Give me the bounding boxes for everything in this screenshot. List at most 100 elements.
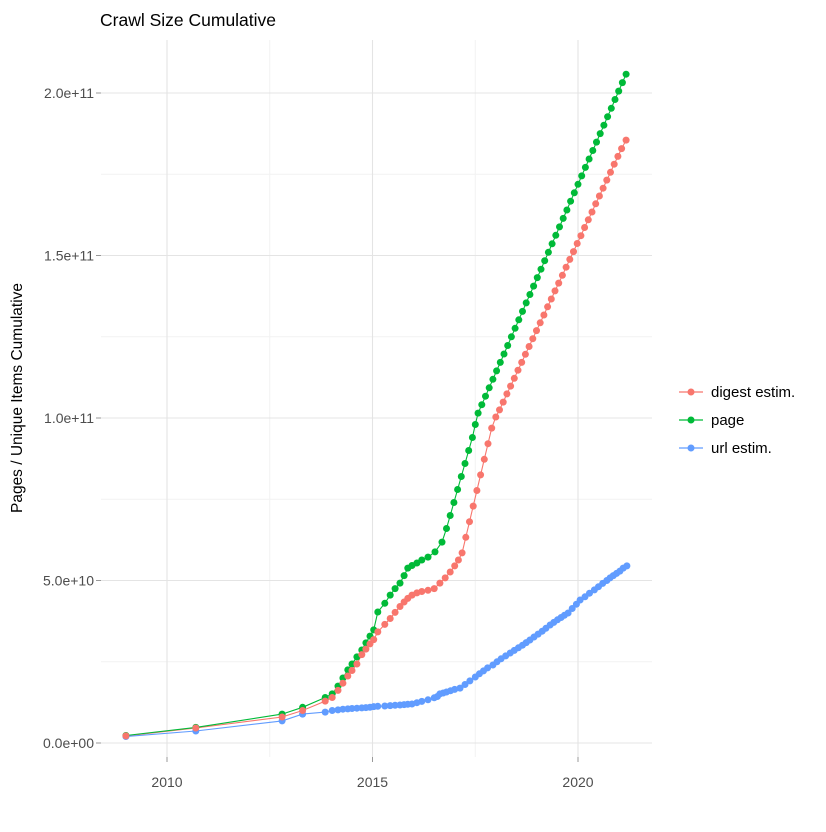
data-point (436, 579, 444, 587)
data-point (618, 79, 626, 87)
data-point (510, 374, 518, 382)
data-point (592, 200, 600, 208)
data-point (424, 696, 432, 704)
data-point (564, 609, 572, 617)
data-point (610, 160, 618, 168)
data-point (533, 327, 540, 335)
data-point (529, 335, 537, 343)
data-point (530, 282, 538, 290)
legend-key-icon (679, 388, 703, 396)
data-point (596, 130, 604, 138)
y-tick-label: 1.5e+11 (44, 248, 94, 264)
data-point (441, 574, 449, 582)
data-point (558, 271, 566, 279)
data-point (400, 572, 408, 580)
y-tick-label: 0.0e+00 (43, 735, 94, 751)
data-point (474, 409, 482, 417)
data-point (604, 113, 612, 121)
data-point (547, 295, 555, 303)
data-point (353, 660, 361, 668)
data-point (614, 152, 622, 160)
data-point (507, 333, 515, 341)
data-point (522, 299, 530, 307)
legend: digest estim. page url estim. (678, 378, 795, 462)
gridlines (101, 40, 652, 757)
data-point (344, 672, 352, 680)
data-point (588, 208, 596, 216)
data-point (607, 168, 614, 176)
data-point (593, 138, 600, 146)
data-point (469, 502, 477, 510)
data-point (456, 684, 464, 692)
data-point (386, 615, 394, 622)
series-line-digest-estim- (125, 139, 627, 737)
data-point (499, 398, 507, 406)
data-point (570, 189, 578, 197)
data-point (586, 589, 593, 597)
data-point (471, 421, 479, 428)
data-point (585, 155, 593, 163)
y-tick-label: 1.0e+11 (44, 410, 94, 426)
data-point (611, 96, 619, 103)
data-point (381, 702, 389, 710)
data-point (541, 257, 549, 265)
data-point (568, 605, 576, 612)
legend-item-digest-estim-: digest estim. (678, 378, 795, 406)
data-point (540, 311, 548, 319)
data-point (589, 147, 597, 154)
data-point (321, 697, 329, 705)
data-point (537, 265, 545, 273)
data-point (518, 358, 526, 366)
data-point (478, 401, 486, 409)
legend-key-point (687, 416, 695, 424)
data-point (362, 645, 370, 653)
legend-key-icon (679, 444, 703, 452)
legend-key-icon (679, 416, 703, 424)
data-point (515, 316, 523, 324)
data-point (503, 390, 511, 398)
y-axis-title: Pages / Unique Items Cumulative (9, 283, 26, 513)
data-point (418, 556, 426, 564)
data-point (526, 291, 534, 298)
data-point (574, 180, 582, 188)
data-point (595, 192, 603, 200)
data-point (391, 608, 399, 616)
data-point (348, 667, 356, 674)
data-point (468, 434, 476, 441)
legend-key-point (687, 388, 695, 396)
data-point (451, 685, 459, 693)
data-point (438, 538, 446, 546)
data-point (496, 406, 503, 414)
data-point (484, 664, 492, 672)
data-point (454, 556, 462, 564)
data-point (391, 585, 399, 593)
data-point (461, 460, 469, 467)
data-point (552, 231, 560, 239)
data-point (573, 240, 581, 247)
data-point (485, 384, 493, 392)
data-point (566, 255, 574, 263)
data-point (457, 473, 465, 480)
legend-label: digest estim. (711, 383, 796, 401)
data-point (396, 603, 404, 610)
data-point (374, 628, 382, 636)
y-tick-label: 5.0e+10 (43, 573, 94, 589)
data-point (477, 471, 485, 479)
data-point (578, 172, 586, 180)
data-point (511, 324, 519, 332)
data-point (507, 382, 515, 390)
data-point (424, 553, 432, 561)
data-point (544, 248, 552, 256)
data-point (519, 307, 526, 315)
data-point (559, 214, 567, 222)
data-point (484, 440, 492, 448)
data-point (473, 487, 481, 494)
data-point (430, 585, 438, 593)
data-point (446, 568, 454, 576)
data-point (334, 686, 342, 694)
data-point (600, 121, 608, 129)
axis-labels: 2010 2015 2020 0.0e+00 5.0e+10 1.0e+11 1.5e+11… (43, 85, 594, 790)
data-point (431, 548, 439, 556)
data-point (374, 702, 382, 710)
